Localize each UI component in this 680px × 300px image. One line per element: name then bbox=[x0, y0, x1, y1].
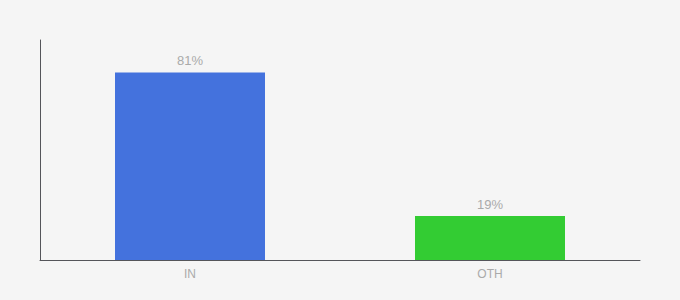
svg-text:OTH: OTH bbox=[477, 267, 502, 281]
svg-text:IN: IN bbox=[184, 267, 196, 281]
svg-text:81%: 81% bbox=[177, 53, 203, 68]
svg-text:19%: 19% bbox=[477, 197, 503, 212]
